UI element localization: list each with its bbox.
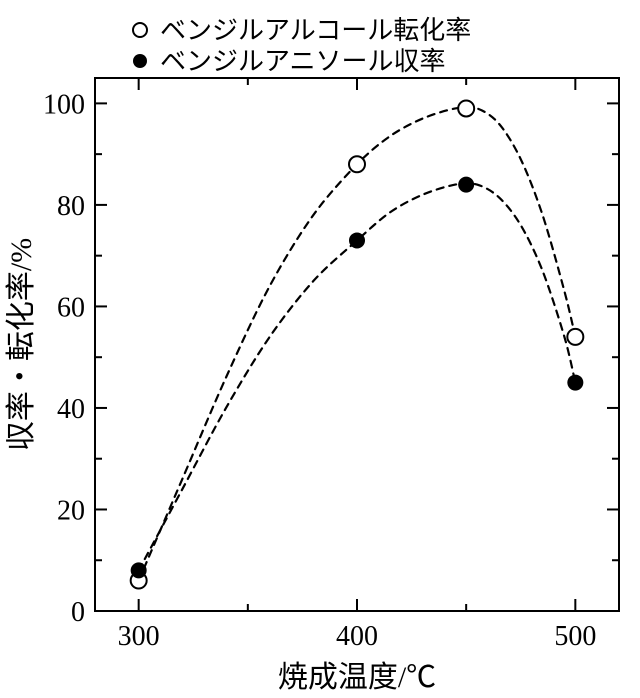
data-point-conversion: [458, 100, 474, 116]
data-point-conversion: [567, 329, 583, 345]
ytick-label: 60: [57, 292, 85, 323]
x-axis-label: 焼成温度/℃: [278, 661, 436, 694]
data-point-yield: [567, 375, 583, 391]
y-axis-label: 収率・転化率/%: [5, 238, 38, 451]
legend-marker-open-icon: [133, 23, 147, 37]
xtick-label: 500: [554, 621, 596, 652]
legend-marker-filled-icon: [133, 54, 147, 68]
data-point-yield: [458, 177, 474, 193]
chart-container: 300 400 500 0 20 40 60 80 100 焼成温度/℃ 収率・転化率/% ベンジルア…: [0, 0, 640, 698]
data-point-yield: [349, 232, 365, 248]
chart-svg: 300 400 500 0 20 40 60 80 100 焼成温度/℃ 収率・転化率/% ベンジルア…: [0, 0, 640, 698]
data-point-conversion: [349, 156, 365, 172]
ytick-label: 40: [57, 394, 85, 425]
legend-label: ベンジルアニソール収率: [160, 47, 445, 76]
xtick-label: 300: [118, 621, 160, 652]
xtick-label: 400: [336, 621, 378, 652]
ytick-label: 20: [57, 495, 85, 526]
ytick-label: 80: [57, 191, 85, 222]
ytick-label: 100: [43, 89, 85, 120]
ytick-label: 0: [71, 597, 85, 628]
data-point-yield: [131, 562, 147, 578]
legend-label: ベンジルアルコール転化率: [160, 16, 471, 45]
